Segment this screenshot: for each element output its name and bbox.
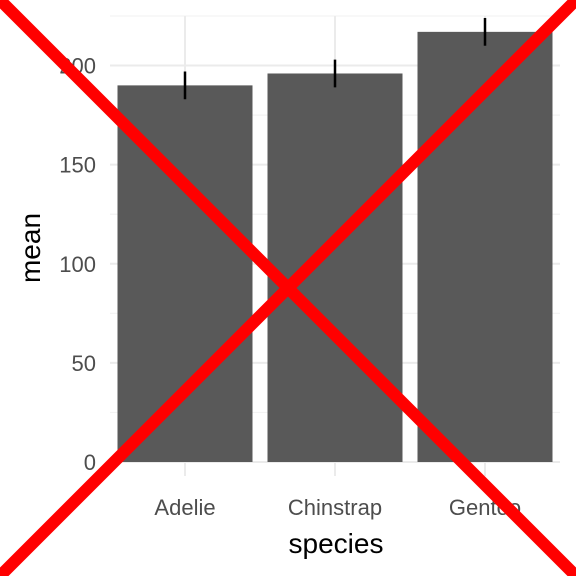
y-tick-label: 100 bbox=[59, 252, 96, 277]
x-tick-label: Adelie bbox=[154, 495, 215, 520]
bar-gentoo bbox=[417, 31, 553, 462]
y-tick-label: 150 bbox=[59, 153, 96, 178]
y-tick-label: 0 bbox=[84, 450, 96, 475]
y-tick-label: 50 bbox=[72, 351, 96, 376]
x-tick-label: Chinstrap bbox=[288, 495, 382, 520]
x-axis-title: species bbox=[289, 528, 384, 559]
y-axis-title: mean bbox=[15, 213, 46, 283]
x-axis-ticks: Adelie Chinstrap Gentoo bbox=[154, 495, 521, 520]
bar-chinstrap bbox=[267, 73, 403, 463]
error-bars bbox=[183, 17, 487, 100]
